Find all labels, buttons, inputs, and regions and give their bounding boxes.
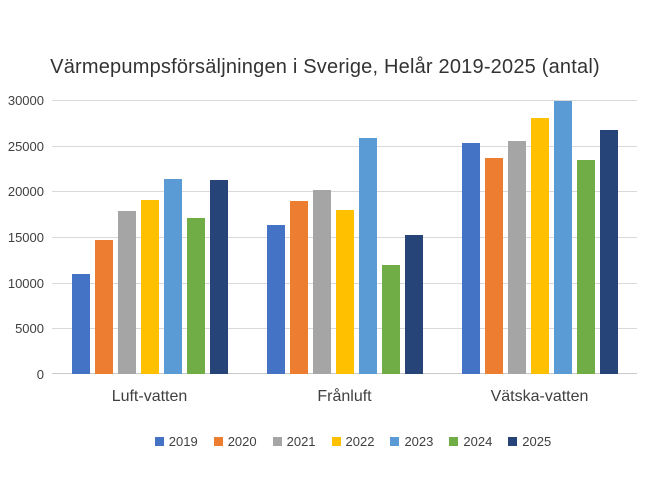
bar-group-fr-nluft: [247, 100, 442, 374]
bar-2025: [209, 180, 228, 374]
bar-2022: [335, 210, 354, 374]
legend: 2019 2020 2021 2022 2023 2024 2025: [56, 433, 650, 449]
bar-2023: [553, 101, 572, 374]
legend-label-2019: 2019: [168, 433, 198, 449]
y-tick-label: 25000: [7, 139, 44, 154]
gridline: [52, 100, 637, 101]
y-tick-label: 5000: [15, 321, 44, 336]
bar-2022: [530, 118, 549, 374]
bar-2024: [186, 218, 205, 374]
bar-2020: [94, 240, 113, 374]
y-tick-label: 10000: [7, 276, 44, 291]
legend-item-2022: 2022: [331, 433, 375, 449]
x-axis: Luft-vatten Frånluft Vätska-vatten: [52, 388, 637, 410]
legend-label-2021: 2021: [286, 433, 316, 449]
legend-item-2020: 2020: [213, 433, 257, 449]
legend-label-2025: 2025: [522, 433, 552, 449]
gridline: [52, 146, 637, 147]
legend-label-2024: 2024: [463, 433, 493, 449]
bar-2021: [507, 141, 526, 374]
legend-swatch-2024: [449, 436, 459, 446]
gridline: [52, 191, 637, 192]
bar-2024: [576, 160, 595, 374]
plot-area: [52, 100, 637, 374]
bar-2021: [312, 190, 331, 374]
bar-2019: [266, 225, 285, 374]
x-category-label: Luft-vatten: [111, 388, 188, 405]
bar-group-v-tska-vatten: [442, 100, 637, 374]
y-tick-label: 30000: [7, 93, 44, 108]
legend-swatch-2023: [390, 436, 400, 446]
bar-2020: [484, 158, 503, 374]
legend-item-2024: 2024: [449, 434, 492, 449]
bar-group-luft-vatten: [52, 100, 247, 374]
legend-swatch-2021: [272, 436, 282, 446]
x-category-label: Vätska-vatten: [490, 388, 589, 405]
bar-2025: [404, 235, 423, 374]
chart-title: Värmepumpsförsäljningen i Sverige, Helår…: [50, 56, 600, 78]
bar-2023: [358, 138, 377, 374]
legend-swatch-2020: [213, 436, 223, 446]
legend-item-2019: 2019: [154, 433, 198, 449]
bar-2022: [140, 200, 159, 374]
legend-swatch-2019: [154, 436, 164, 446]
x-category-label: Frånluft: [317, 388, 372, 405]
bar-2021: [117, 211, 136, 374]
legend-label-2022: 2022: [345, 433, 375, 449]
bar-2025: [599, 130, 618, 374]
y-tick-label: 15000: [7, 230, 44, 245]
bar-2024: [381, 265, 400, 374]
y-tick-label: 20000: [7, 184, 44, 199]
legend-label-2020: 2020: [227, 433, 257, 449]
y-tick-label: 0: [36, 367, 44, 382]
legend-swatch-2025: [508, 436, 518, 446]
bar-2019: [461, 143, 480, 374]
legend-item-2023: 2023: [390, 434, 433, 449]
bar-2019: [71, 274, 90, 374]
bar-2020: [289, 201, 308, 374]
bar-2023: [163, 179, 182, 374]
legend-label-2023: 2023: [404, 433, 434, 449]
y-axis: 0 5000 10000 15000 20000 25000 30000: [0, 93, 44, 382]
legend-item-2021: 2021: [272, 433, 316, 449]
legend-swatch-2022: [331, 436, 341, 446]
legend-item-2025: 2025: [508, 434, 551, 449]
